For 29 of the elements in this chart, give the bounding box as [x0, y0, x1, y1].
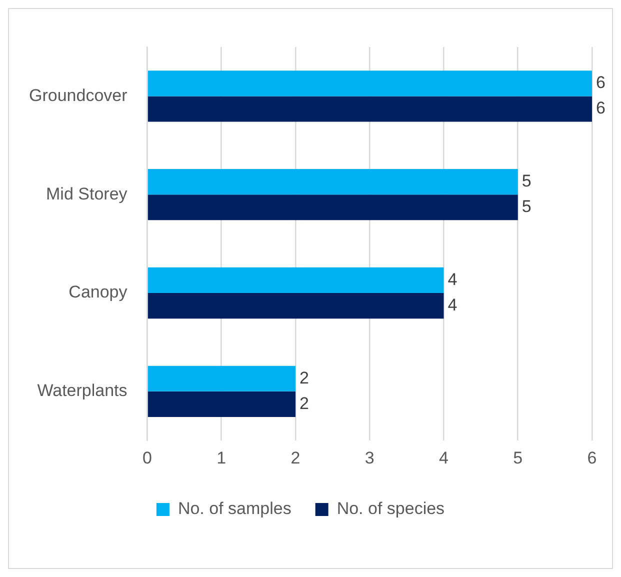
x-tick-label: 3	[364, 448, 374, 468]
data-label: 4	[448, 270, 458, 289]
data-label: 5	[522, 171, 532, 190]
bar	[148, 366, 296, 392]
x-tick-label: 4	[439, 448, 448, 468]
x-tick-label: 6	[587, 448, 597, 468]
x-tick-label: 0	[142, 448, 152, 468]
legend-label: No. of species	[336, 499, 445, 518]
bar	[148, 391, 296, 417]
data-label: 5	[522, 197, 532, 216]
bar	[148, 267, 444, 293]
y-tick-label: Groundcover	[28, 86, 128, 105]
x-tick-label: 1	[216, 448, 226, 468]
bar	[148, 96, 592, 122]
bar	[148, 293, 444, 319]
data-label: 2	[300, 368, 309, 388]
x-tick-label: 2	[290, 448, 300, 468]
x-tick-label: 5	[513, 448, 523, 468]
bar	[148, 194, 518, 220]
data-label: 6	[596, 73, 606, 92]
y-tick-label: Mid Storey	[46, 184, 128, 204]
data-label: 4	[448, 295, 458, 314]
y-tick-label: Canopy	[68, 282, 128, 302]
bar	[148, 70, 592, 96]
legend-label: No. of samples	[178, 499, 292, 518]
data-label: 2	[300, 394, 309, 413]
bar	[148, 169, 518, 195]
data-label: 6	[596, 98, 606, 118]
y-tick-label: Waterplants	[37, 381, 128, 400]
